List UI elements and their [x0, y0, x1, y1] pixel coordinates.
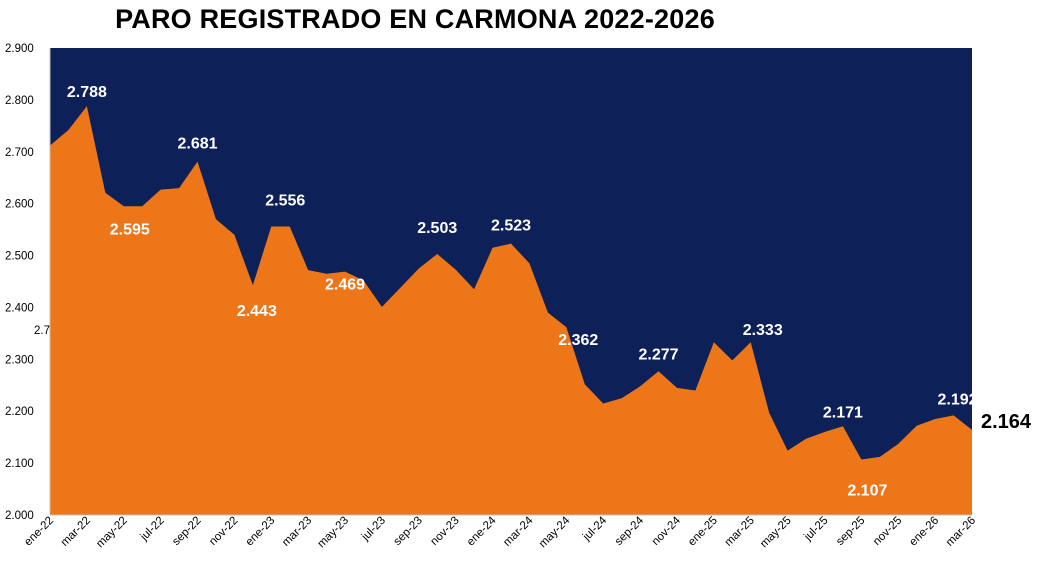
- x-tick-label: may-23: [316, 515, 352, 551]
- data-label: 2.362: [558, 332, 598, 349]
- y-tick-label: 2.600: [5, 199, 34, 211]
- data-label: 2.171: [823, 404, 863, 421]
- x-tick-label: may-25: [758, 515, 794, 551]
- y-tick-label: 2.700: [5, 147, 34, 159]
- x-tick-label: jul-23: [359, 515, 388, 544]
- y-tick-label: 2.100: [5, 458, 34, 470]
- data-label-fragment: 2.7: [34, 325, 50, 337]
- y-tick-label: 2.500: [5, 251, 34, 263]
- data-label: 2.277: [638, 346, 678, 363]
- x-tick-label: nov-23: [428, 515, 461, 548]
- x-tick-label: jul-22: [138, 515, 167, 544]
- x-tick-label: sep-25: [834, 515, 867, 548]
- x-tick-label: ene-24: [465, 514, 499, 548]
- x-tick-label: mar-22: [59, 515, 93, 549]
- data-label-last: 2.164: [981, 411, 1032, 433]
- x-tick-label: mar-23: [280, 515, 314, 549]
- data-label: 2.681: [177, 136, 217, 153]
- y-tick-label: 2.400: [5, 302, 34, 314]
- y-tick-label: 2.200: [5, 406, 34, 418]
- y-tick-label: 2.800: [5, 95, 34, 107]
- x-tick-label: ene-23: [244, 515, 278, 549]
- x-tick-label: nov-24: [650, 514, 684, 548]
- y-tick-label: 2.000: [5, 510, 34, 522]
- x-tick-label: mar-24: [501, 514, 536, 549]
- x-tick-label: may-22: [94, 515, 130, 551]
- x-tick-label: jul-25: [802, 515, 831, 544]
- data-label: 2.469: [325, 277, 365, 294]
- chart-title: PARO REGISTRADO EN CARMONA 2022-2026: [115, 4, 715, 34]
- x-tick-label: mar-25: [723, 515, 757, 549]
- x-tick-label: jul-24: [580, 514, 610, 544]
- x-tick-label: sep-22: [170, 515, 203, 548]
- data-label: 2.333: [743, 322, 783, 339]
- x-tick-label: mar-26: [944, 515, 978, 549]
- y-tick-label: 2.300: [5, 354, 34, 366]
- data-label: 2.523: [491, 218, 531, 235]
- data-label: 2.788: [67, 84, 107, 101]
- x-tick-label: nov-22: [207, 515, 240, 548]
- x-tick-label: ene-25: [686, 515, 720, 549]
- data-label: 2.107: [847, 482, 887, 499]
- data-label: 2.503: [417, 220, 457, 237]
- x-tick-label: nov-25: [871, 515, 904, 548]
- area-series: [50, 106, 972, 516]
- x-tick-label: sep-24: [613, 514, 647, 548]
- data-label: 2.556: [265, 192, 305, 209]
- x-tick-label: sep-23: [392, 515, 425, 548]
- data-label: 2.192: [938, 391, 978, 408]
- x-tick-label: may-24: [537, 514, 573, 550]
- x-tick-label: ene-26: [907, 515, 941, 549]
- y-tick-label: 2.900: [5, 43, 34, 55]
- data-label: 2.443: [237, 303, 277, 320]
- data-label: 2.595: [110, 221, 150, 238]
